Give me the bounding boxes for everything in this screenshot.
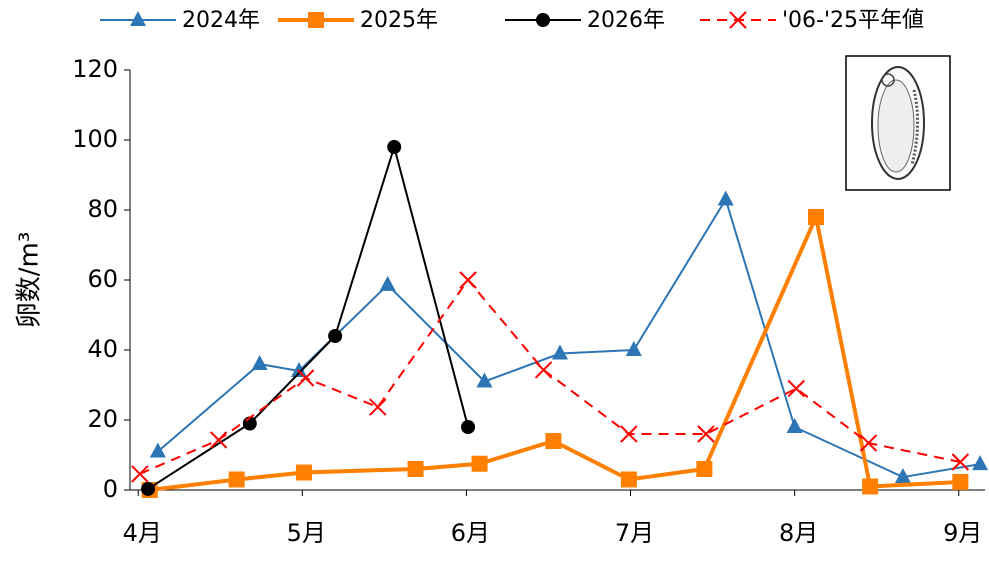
marker — [894, 468, 911, 484]
x-tick-label: 9月 — [943, 519, 982, 547]
x-tick-label: 6月 — [451, 519, 490, 547]
marker — [149, 442, 166, 458]
marker — [291, 362, 308, 377]
legend-label: 2024年 — [182, 8, 260, 33]
marker — [471, 455, 488, 472]
marker — [807, 209, 824, 225]
marker — [296, 369, 315, 387]
marker — [862, 478, 879, 495]
marker — [328, 329, 343, 343]
marker — [141, 481, 156, 496]
marker — [717, 190, 734, 206]
x-tick-label: 8月 — [779, 519, 818, 547]
marker — [697, 425, 715, 443]
marker — [620, 425, 638, 443]
marker — [131, 465, 149, 483]
marker — [952, 473, 969, 490]
y-tick-label: 0 — [103, 475, 118, 503]
marker — [130, 11, 146, 26]
marker — [972, 455, 989, 471]
x-tick-label: 4月 — [123, 519, 162, 547]
marker — [461, 420, 476, 434]
y-tick-label: 120 — [72, 55, 118, 83]
marker — [786, 418, 803, 433]
y-axis-label: 卵数/m³ — [15, 232, 45, 329]
y-tick-label: 100 — [72, 125, 118, 153]
marker — [620, 471, 637, 488]
y-tick-label: 40 — [87, 335, 118, 363]
marker — [534, 361, 553, 379]
marker — [476, 372, 493, 388]
x-tick-label: 7月 — [615, 519, 654, 547]
series-line — [139, 279, 961, 475]
marker — [625, 341, 642, 356]
y-tick-label: 20 — [87, 405, 118, 433]
egg-illustration — [845, 55, 951, 191]
marker — [387, 140, 402, 154]
marker — [787, 379, 805, 398]
legend-label: 2026年 — [587, 8, 665, 33]
marker — [729, 11, 747, 29]
marker — [251, 355, 268, 370]
y-tick-label: 60 — [87, 265, 118, 293]
marker — [209, 431, 228, 449]
marker — [551, 344, 568, 360]
legend-label: 2025年 — [360, 8, 438, 33]
marker — [536, 13, 550, 27]
y-tick-label: 80 — [87, 195, 118, 223]
marker — [859, 434, 878, 452]
marker — [228, 471, 245, 488]
marker — [696, 461, 713, 477]
marker — [459, 271, 477, 289]
marker — [407, 461, 424, 477]
x-tick-label: 5月 — [287, 519, 326, 547]
marker — [369, 398, 387, 416]
marker — [545, 433, 562, 449]
marker — [951, 453, 970, 471]
marker — [295, 464, 312, 481]
marker — [379, 275, 396, 291]
marker — [308, 12, 324, 28]
legend-label: '06-'25平年値 — [782, 8, 924, 33]
series-line — [149, 215, 961, 492]
